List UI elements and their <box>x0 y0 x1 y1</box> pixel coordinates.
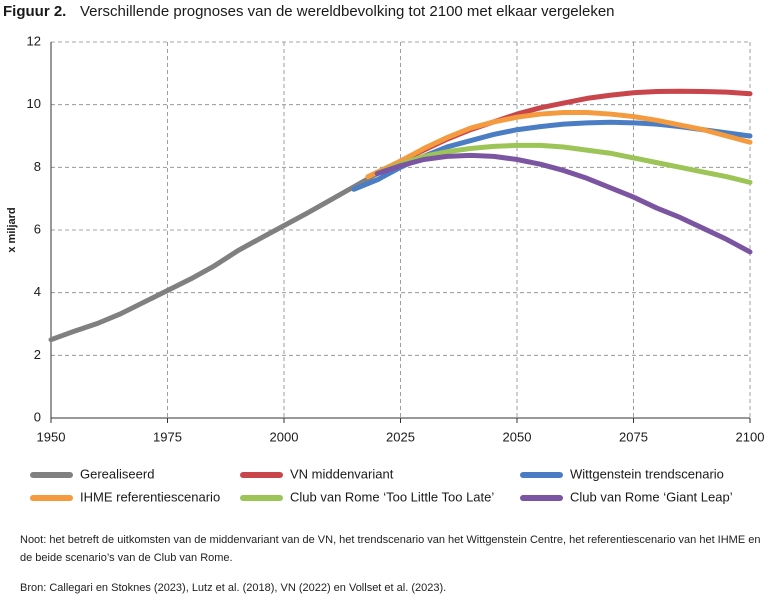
chart: Figuur 2. Verschillende prognoses van de… <box>3 3 765 504</box>
y-tick-label: 0 <box>34 409 41 424</box>
x-tick-label: 1975 <box>153 429 182 444</box>
x-tick-label: 2100 <box>736 429 765 444</box>
y-tick-label: 2 <box>34 347 41 362</box>
series-line <box>48 171 380 343</box>
figure-label: Figuur 2. <box>3 3 66 20</box>
legend-label: Wittgenstein trendscenario <box>570 466 724 481</box>
y-tick-label: 8 <box>34 159 41 174</box>
x-tick-label: 2075 <box>619 429 648 444</box>
source: Bron: Callegari en Stoknes (2023), Lutz … <box>20 582 447 594</box>
y-tick-label: 12 <box>27 33 41 48</box>
legend-label: VN middenvariant <box>290 466 394 481</box>
legend-label: Gerealiseerd <box>80 466 154 481</box>
y-tick-label: 6 <box>34 221 41 236</box>
x-tick-label: 1950 <box>37 429 66 444</box>
y-axis-label: x miljard <box>6 207 18 252</box>
x-tick-label: 2000 <box>270 429 299 444</box>
y-tick-label: 10 <box>27 96 41 111</box>
series-line <box>374 88 753 177</box>
legend-label: Club van Rome ‘Too Little Too Late’ <box>290 489 494 504</box>
note: Noot: het betreft de uitkomsten van de m… <box>20 534 761 564</box>
legend-label: Club van Rome ‘Giant Leap’ <box>570 489 733 504</box>
series-line <box>374 152 753 255</box>
legend-label: IHME referentiescenario <box>80 489 220 504</box>
x-tick-label: 2025 <box>386 429 415 444</box>
y-tick-label: 4 <box>34 284 41 299</box>
series-line <box>374 142 753 185</box>
x-tick-label: 2050 <box>503 429 532 444</box>
chart-title: Verschillende prognoses van de wereldbev… <box>80 3 615 20</box>
series-line <box>365 110 753 180</box>
